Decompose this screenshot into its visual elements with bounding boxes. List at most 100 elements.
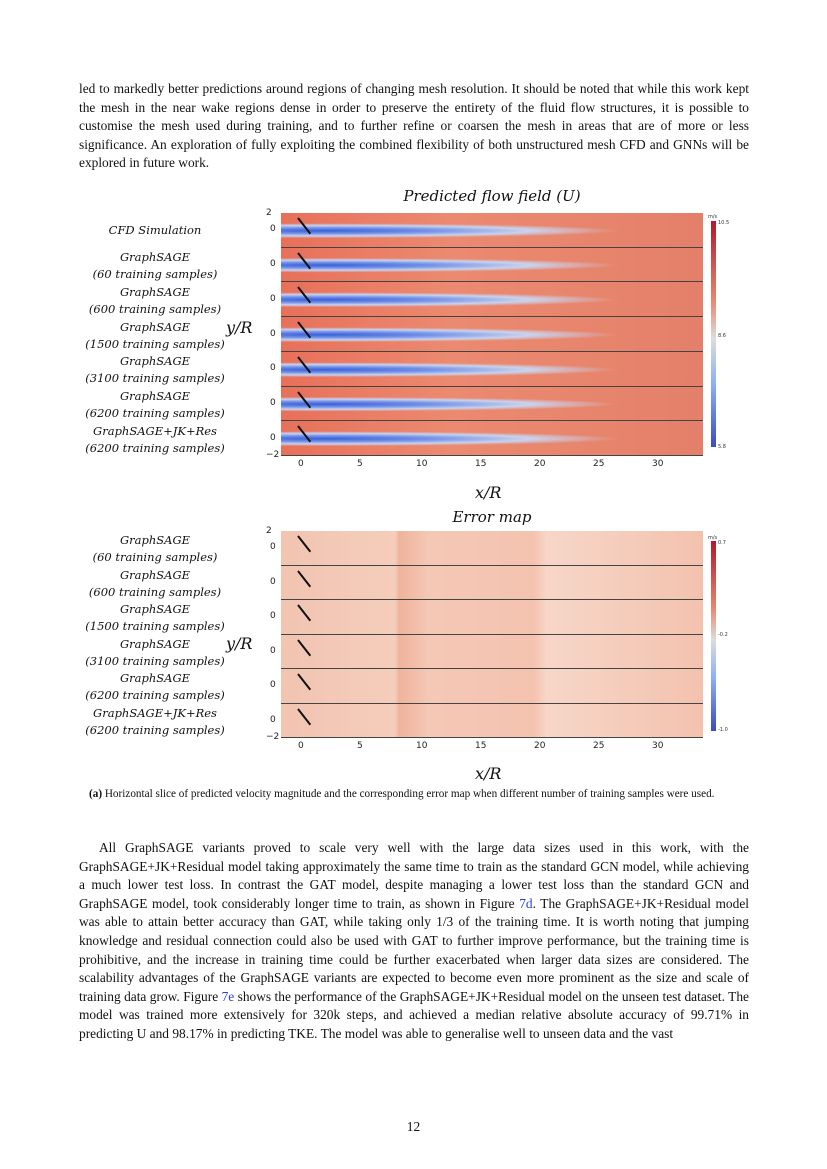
x-tick-label: 25: [593, 741, 605, 751]
x-tick-label: 15: [475, 741, 487, 751]
error-strip: [281, 565, 703, 600]
figure-link-7e[interactable]: 7e: [221, 988, 235, 1004]
colorbar-max: 10.5: [718, 220, 730, 226]
error-strip: [281, 703, 703, 738]
paragraph-body: All GraphSAGE variants proved to scale v…: [79, 839, 749, 1044]
y-tick-label: 0: [270, 714, 276, 725]
error-strip: [281, 531, 703, 566]
flow-strip: [281, 247, 703, 283]
figure-caption: (a) Horizontal slice of predicted veloci…: [89, 787, 741, 802]
paragraph-intro: led to markedly better predictions aroun…: [79, 81, 749, 171]
row-label: GraphSAGE+JK+Res (6200 training samples): [85, 705, 225, 737]
plate-marker: [297, 638, 312, 656]
y-tick-label: 0: [270, 259, 276, 270]
row-label: GraphSAGE+JK+Res (6200 training samples): [85, 423, 225, 455]
y-tick-label: 2: [266, 208, 272, 218]
y-tick-label: 0: [270, 328, 276, 339]
y-tick-label: 2: [266, 526, 272, 536]
row-label: GraphSAGE (60 training samples): [92, 250, 218, 282]
plate-marker: [297, 707, 312, 725]
error-strip: [281, 669, 703, 704]
error-strip: [281, 600, 703, 635]
x-tick-label: 5: [357, 459, 363, 469]
row-label: GraphSAGE (1500 training samples): [85, 319, 225, 351]
plate-marker: [297, 286, 312, 304]
colorbar-mid: -0.2: [718, 632, 728, 638]
x-tick-label: 30: [652, 459, 664, 469]
row-label: GraphSAGE (1500 training samples): [85, 602, 225, 634]
colorbar-flow: [711, 221, 716, 447]
flow-strip: [281, 421, 703, 456]
plate-marker: [297, 321, 312, 339]
y-axis-label-flow: y/R: [226, 318, 253, 337]
flow-strip: [281, 386, 703, 422]
y-tick-label: 0: [270, 542, 276, 553]
y-tick-label: 0: [270, 611, 276, 622]
error-map-plot: [281, 531, 703, 738]
x-tick-label: 20: [534, 459, 546, 469]
figure-title-error: Error map: [452, 508, 532, 526]
body-text: shows the performance of the GraphSAGE+J…: [79, 988, 749, 1041]
row-label: GraphSAGE (3100 training samples): [85, 354, 225, 386]
flow-strip: [281, 282, 703, 318]
y-tick-label: −2: [266, 450, 280, 460]
y-tick-label: 0: [270, 397, 276, 408]
page-number: 12: [406, 1119, 421, 1134]
flow-strip: [281, 317, 703, 352]
x-tick-label: 5: [357, 741, 363, 751]
plate-marker: [297, 425, 312, 443]
x-tick-label: 30: [652, 741, 664, 751]
plate-marker: [297, 390, 312, 408]
colorbar-min: 5.8: [718, 444, 726, 450]
x-tick-label: 0: [298, 459, 304, 469]
row-label: GraphSAGE (600 training samples): [88, 567, 222, 599]
y-axis-label-error: y/R: [226, 634, 253, 653]
plate-marker: [297, 569, 312, 587]
y-tick-label: 0: [270, 363, 276, 374]
colorbar-max: 0.7: [718, 540, 726, 546]
x-tick-label: 0: [298, 741, 304, 751]
x-tick-label: 10: [416, 459, 428, 469]
colorbar-mid: 8.6: [718, 333, 726, 339]
x-tick-label: 25: [593, 459, 605, 469]
y-tick-label: 0: [270, 293, 276, 304]
x-axis-label-flow: x/R: [475, 483, 502, 502]
plate-marker: [297, 356, 312, 374]
body-text: All GraphSAGE variants proved to scale v…: [79, 840, 749, 911]
figure-title-flow: Predicted flow field (U): [403, 187, 581, 205]
row-label: GraphSAGE (6200 training samples): [85, 671, 225, 703]
y-tick-label: 0: [270, 224, 276, 235]
colorbar-unit: m/s: [708, 214, 718, 220]
plate-marker: [297, 604, 312, 622]
plate-marker: [297, 673, 312, 691]
caption-label: (a): [89, 788, 103, 800]
row-label: CFD Simulation: [108, 223, 202, 238]
error-strip: [281, 634, 703, 669]
row-label: GraphSAGE (3100 training samples): [85, 636, 225, 668]
y-tick-label: 0: [270, 645, 276, 656]
row-label: GraphSAGE (600 training samples): [88, 284, 222, 316]
x-tick-label: 10: [416, 741, 428, 751]
flow-strip: [281, 351, 703, 387]
colorbar-error: [711, 541, 716, 731]
y-tick-label: 0: [270, 680, 276, 691]
row-label: GraphSAGE (60 training samples): [92, 533, 218, 565]
x-tick-label: 15: [475, 459, 487, 469]
plate-marker: [297, 217, 312, 235]
row-label: GraphSAGE (6200 training samples): [85, 388, 225, 420]
plate-marker: [297, 535, 312, 553]
plate-marker: [297, 252, 312, 270]
body-text: . The GraphSAGE+JK+Residual model was ab…: [79, 895, 749, 1004]
caption-text: Horizontal slice of predicted velocity m…: [104, 788, 715, 800]
colorbar-unit: m/s: [708, 535, 718, 541]
figure-link-7d[interactable]: 7d: [519, 895, 533, 911]
y-tick-label: −2: [266, 732, 280, 742]
x-tick-label: 20: [534, 741, 546, 751]
colorbar-min: -1.0: [718, 727, 728, 733]
flow-field-plot: [281, 213, 703, 456]
y-tick-label: 0: [270, 576, 276, 587]
flow-strip: [281, 213, 703, 248]
y-tick-label: 0: [270, 432, 276, 443]
x-axis-label-error: x/R: [475, 764, 502, 783]
